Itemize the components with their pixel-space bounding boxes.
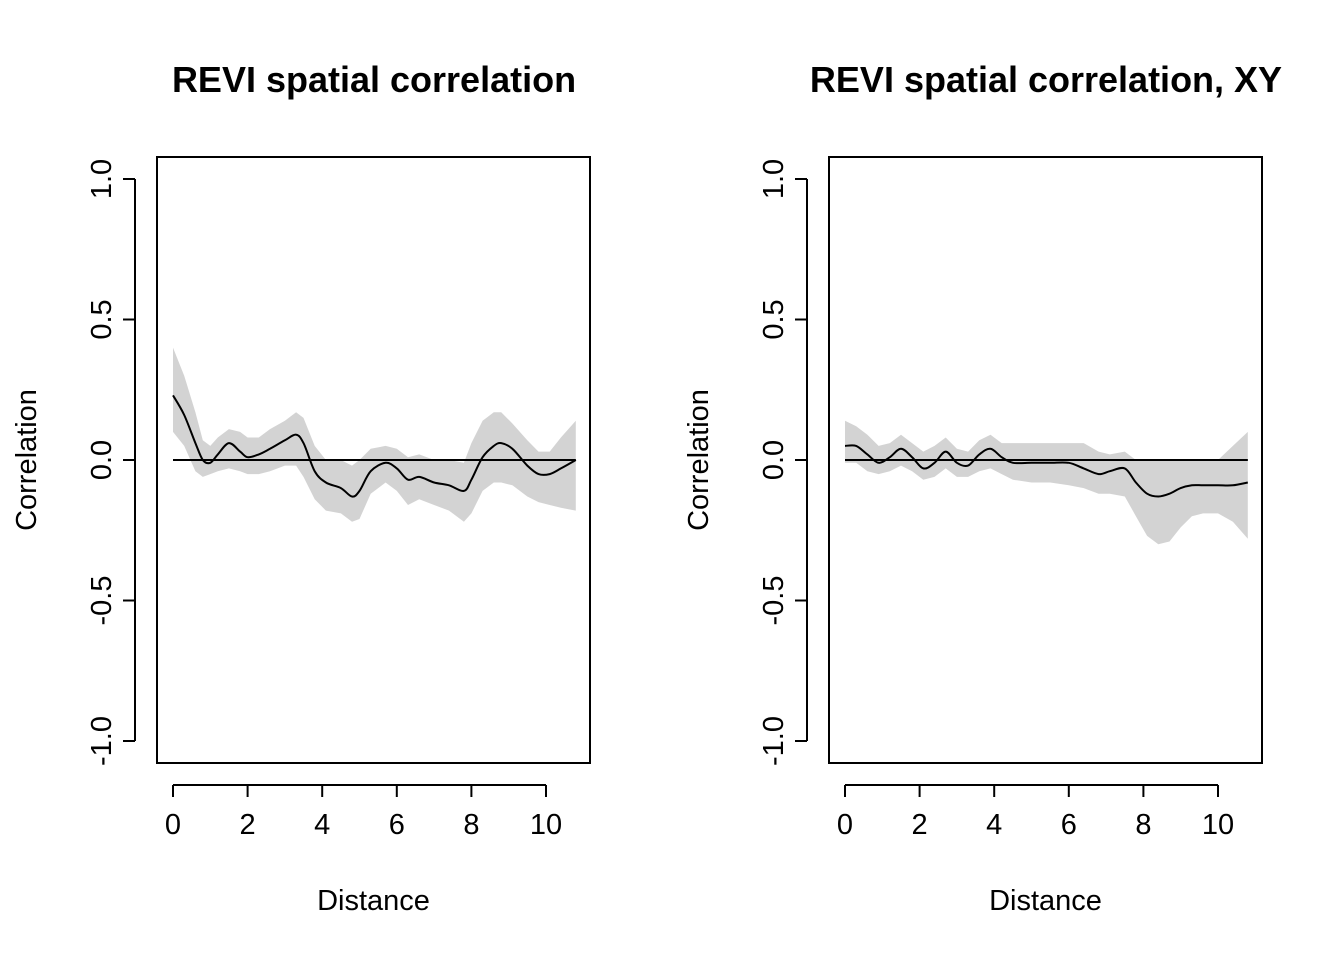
x-tick-label: 10 <box>530 809 562 841</box>
y-tick-label: -0.5 <box>758 576 790 626</box>
plot-frame <box>828 156 1263 764</box>
y-tick-label: 1.0 <box>86 159 118 199</box>
y-axis-label: Correlation <box>11 389 43 531</box>
x-tick-label: 4 <box>314 809 330 841</box>
y-tick-label: 0.0 <box>758 440 790 480</box>
x-tick-label: 0 <box>165 809 181 841</box>
chart-title: REVI spatial correlation, XY <box>810 59 1282 100</box>
confidence-band <box>173 347 576 522</box>
confidence-band <box>845 420 1248 545</box>
x-axis-label: Distance <box>317 885 430 917</box>
x-tick-label: 6 <box>1061 809 1077 841</box>
correlation-line <box>844 444 1248 498</box>
x-tick-label: 2 <box>240 809 256 841</box>
chart-panel-2: 0 2 4 6 8 10 -1.0 -0.5 0.0 0.5 1.0 REVI spatial cor… <box>683 59 1282 917</box>
x-tick-label: 4 <box>986 809 1002 841</box>
chart-title: REVI spatial correlation <box>172 59 576 100</box>
x-tick-label: 8 <box>463 809 479 841</box>
y-tick-label: 1.0 <box>758 159 790 199</box>
x-tick-label: 8 <box>1135 809 1151 841</box>
x-axis-label: Distance <box>989 885 1102 917</box>
y-axis-label: Correlation <box>683 389 715 531</box>
x-tick-label: 0 <box>837 809 853 841</box>
chart-panel-1: 0 2 4 6 8 10 -1.0 -0.5 0.0 0.5 1.0 REVI spatial cor… <box>11 59 591 917</box>
x-tick-label: 10 <box>1202 809 1234 841</box>
y-tick-label: -0.5 <box>86 576 118 626</box>
x-tick-label: 6 <box>389 809 405 841</box>
y-tick-label: 0.5 <box>86 299 118 339</box>
plot-frame <box>156 156 591 764</box>
x-tick-label: 2 <box>912 809 928 841</box>
correlation-line <box>172 394 577 498</box>
y-tick-label: 0.0 <box>86 440 118 480</box>
y-tick-label: 0.5 <box>758 299 790 339</box>
y-tick-label: -1.0 <box>86 716 118 766</box>
y-tick-label: -1.0 <box>758 716 790 766</box>
